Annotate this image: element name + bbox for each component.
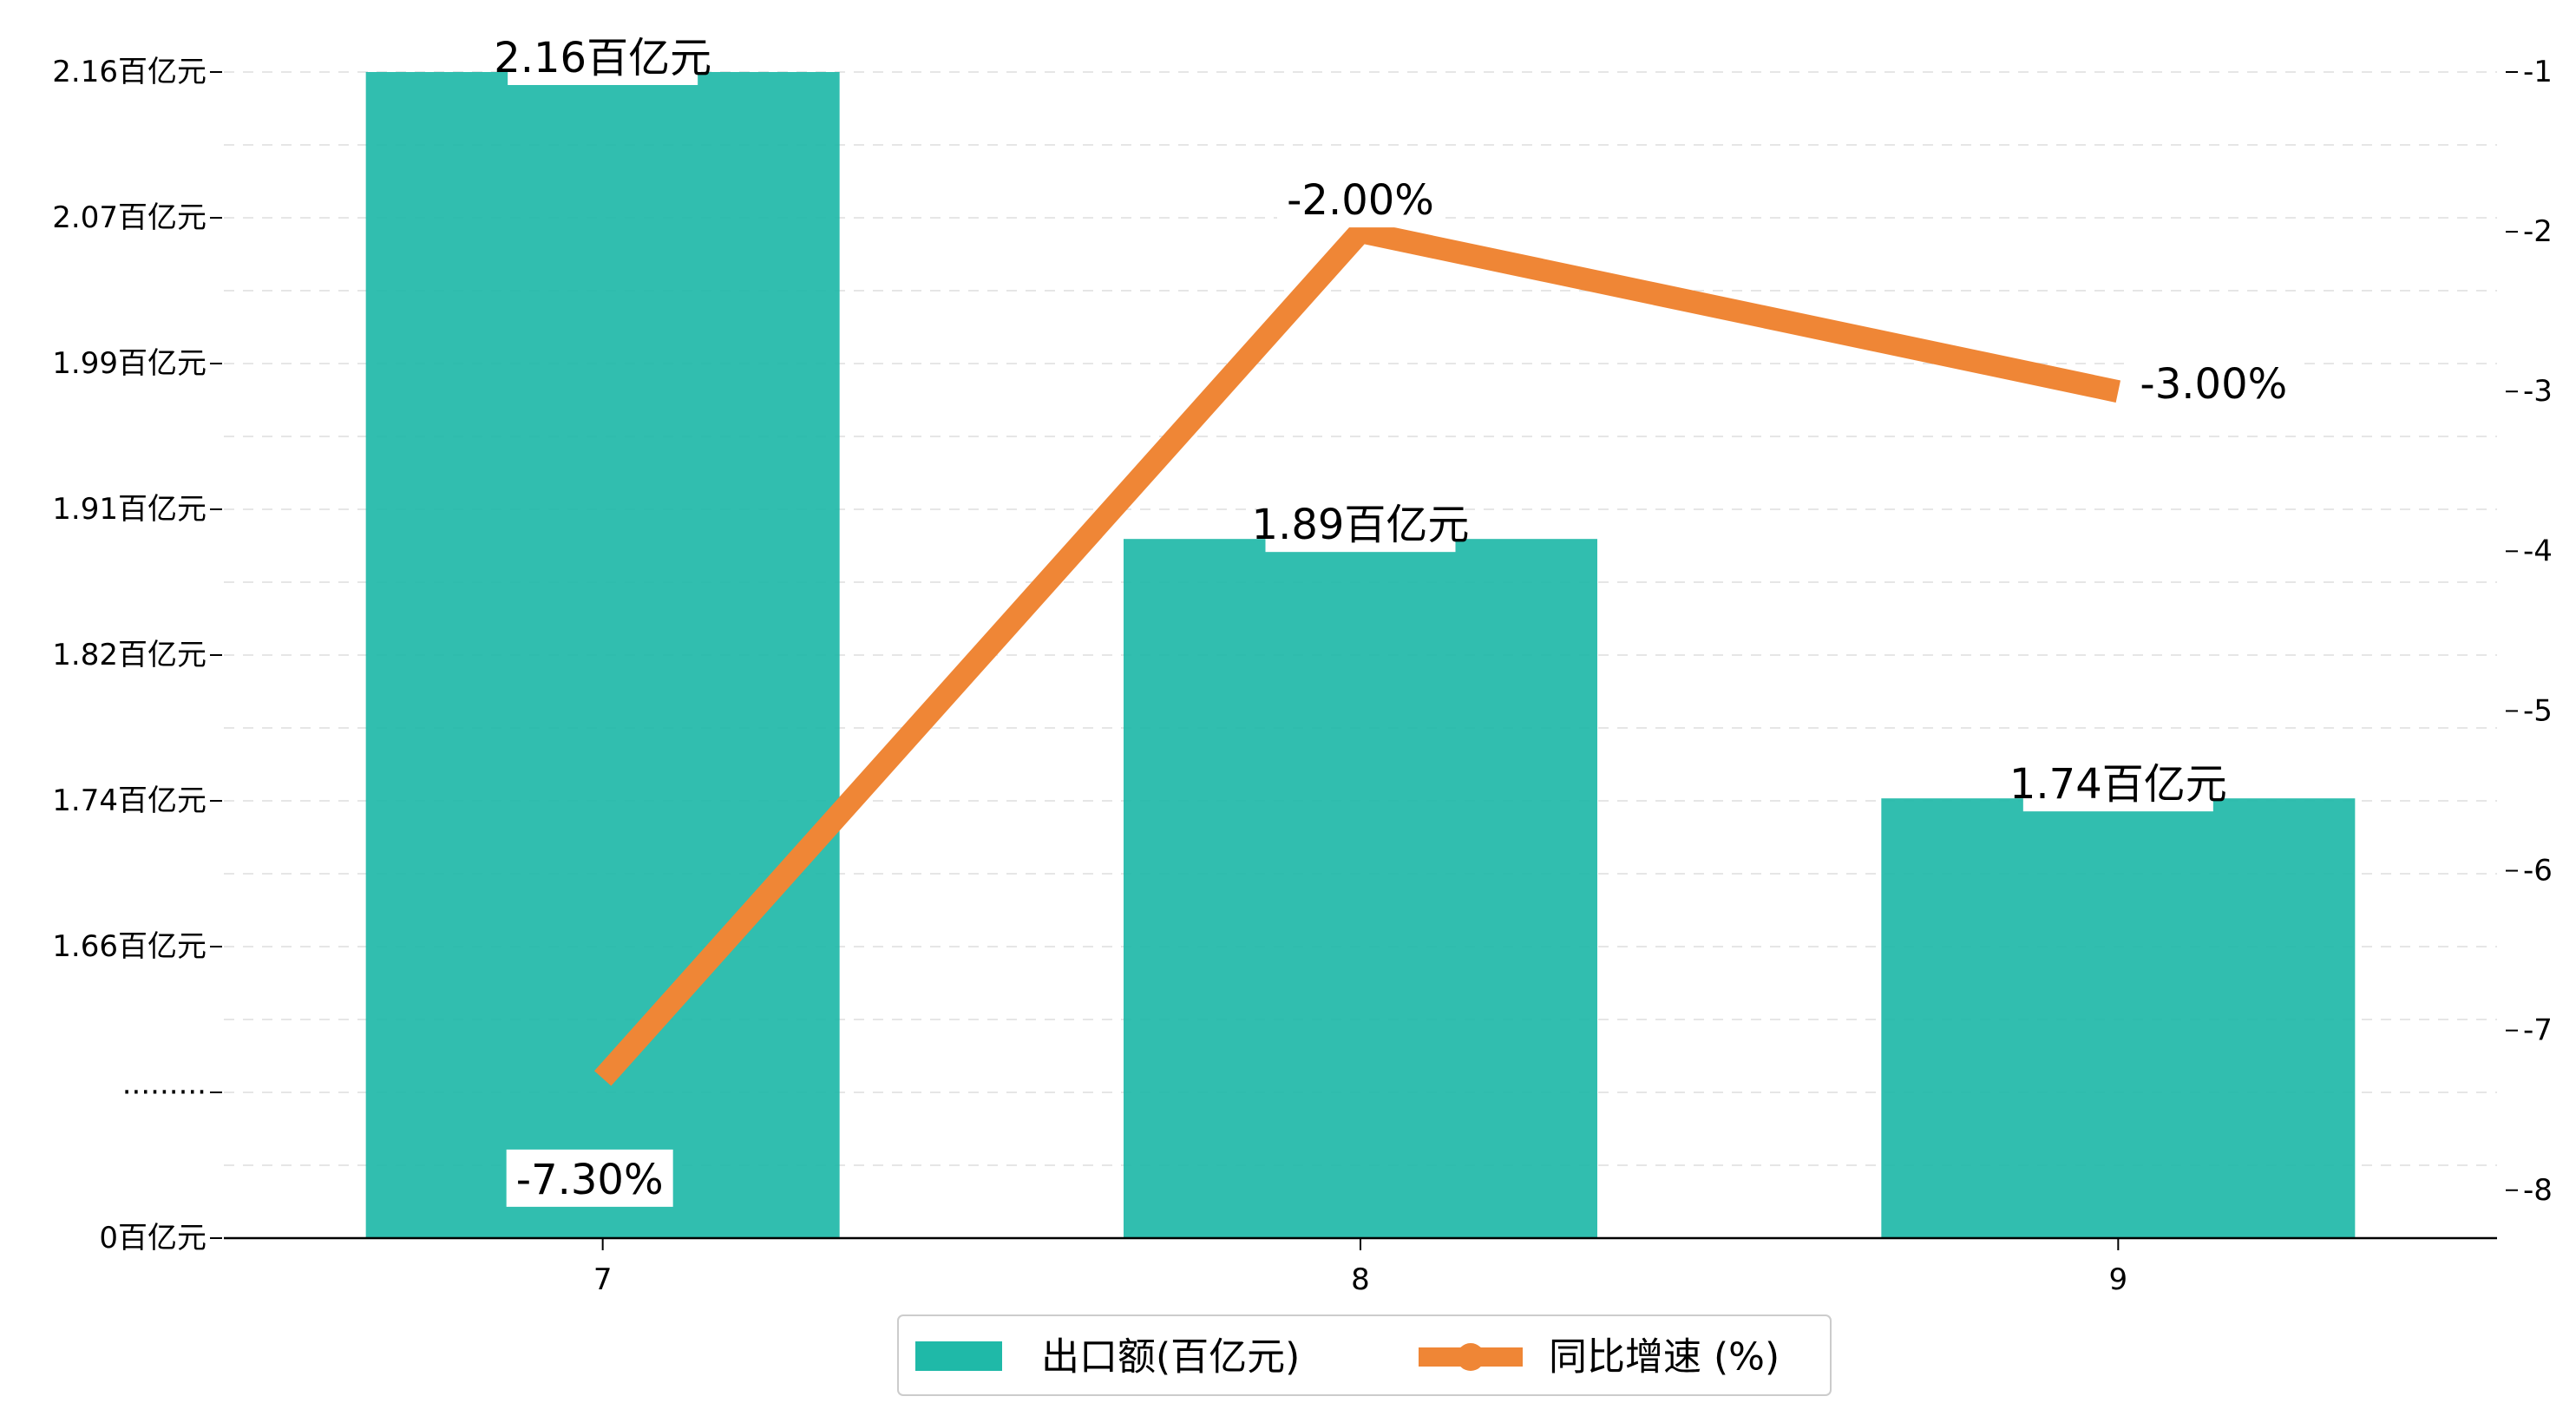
bar-value-label: 1.89百亿元 [1252,501,1470,549]
x-tick-label: 9 [2109,1262,2128,1297]
growth-series-line [593,219,2121,1086]
left-tick-label: 1.82百亿元 [52,638,206,672]
left-tick-label: ········· [122,1075,206,1110]
x-tick-label: 8 [1351,1262,1370,1297]
left-tick-label: 2.16百亿元 [52,55,206,89]
right-axis-ticks: -1 -2 -3 -4 -5 -6 -7 -8 [2506,55,2553,1208]
legend-frame [897,1314,1832,1396]
bar-7 [365,72,840,1238]
bar-8 [1124,539,1597,1238]
left-tick-label: 1.99百亿元 [52,346,206,381]
line-value-label-box [506,1149,673,1207]
right-tick-label: -2 [2523,214,2553,249]
right-tick-label: -3 [2523,374,2553,409]
line-value-label-box [2130,354,2297,412]
right-tick-label: -6 [2523,854,2553,888]
right-tick-label: -4 [2523,534,2553,568]
left-tick-label: 1.91百亿元 [52,492,206,527]
bars [365,72,2356,1238]
bar-value-label: 1.74百亿元 [2009,760,2227,809]
right-tick-label: -1 [2523,55,2553,89]
left-tick-label: 1.74百亿元 [52,783,206,818]
legend-bar-swatch [915,1341,1002,1371]
growth-line [593,219,2121,1086]
left-tick-label: 2.07百亿元 [52,200,206,235]
bar-9 [1881,798,2356,1238]
left-tick-label: 1.66百亿元 [52,929,206,964]
right-tick-label: -5 [2523,693,2553,728]
left-tick-label: 0百亿元 [99,1221,206,1255]
bar-value-label-box [2022,754,2213,812]
line-value-label: -3.00% [2140,360,2287,409]
bar-value-label-box [1265,495,1456,553]
right-tick-label: -7 [2523,1013,2553,1048]
right-tick-label: -8 [2523,1173,2553,1208]
legend-bar-label: 出口额(百亿元) [1041,1335,1300,1380]
x-axis-ticks: 7 8 9 [593,1238,2127,1297]
x-tick-label: 7 [593,1262,613,1297]
line-value-label: -7.30% [516,1156,664,1204]
legend[interactable]: 出口额(百亿元) 同比增速 (%) [897,1314,1832,1396]
line-value-label: -2.00% [1287,176,1434,225]
data-labels: 2.16百亿元 1.89百亿元 1.74百亿元 -7.30% -2.00% -3.00% [494,28,2297,1207]
legend-line-marker [1457,1343,1485,1371]
left-axis-ticks: 0百亿元 ········· 1.66百亿元 1.74百亿元 1.82百亿元 1.91百亿… [52,55,222,1255]
bar-value-label: 2.16百亿元 [494,34,711,82]
legend-line-label: 同比增速 (%) [1549,1335,1780,1380]
line-value-label-box [1277,170,1444,228]
bar-value-label-box [508,28,698,85]
